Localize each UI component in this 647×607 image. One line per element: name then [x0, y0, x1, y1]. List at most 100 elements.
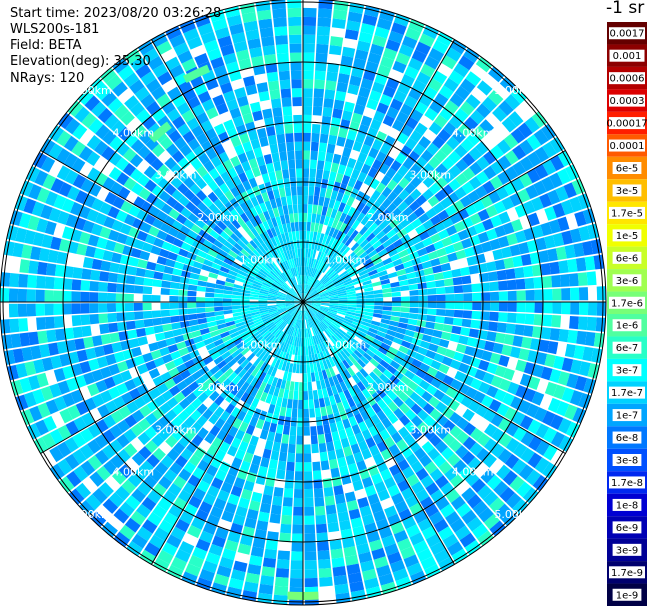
ray-gate — [483, 491, 499, 507]
ray-gate — [179, 511, 194, 525]
ray-gate — [438, 363, 450, 374]
ray-gate — [339, 465, 350, 477]
ray-gate — [322, 360, 329, 370]
ray-gate — [369, 324, 380, 331]
ray-gate — [241, 333, 251, 341]
ray-gate — [247, 38, 262, 50]
ray-gate — [305, 239, 310, 249]
ray-gate — [369, 358, 380, 368]
ray-gate — [303, 52, 315, 62]
ray-gate — [311, 300, 321, 302]
ray-gate — [345, 346, 354, 355]
ray-gate — [578, 225, 591, 242]
ray-gate — [189, 171, 202, 183]
ray-gate — [284, 260, 291, 270]
ray-gate — [258, 350, 267, 360]
ray-gate — [202, 522, 217, 535]
ray-gate — [334, 331, 343, 340]
ray-gate — [328, 395, 337, 406]
ray-gate — [231, 32, 246, 44]
ray-gate — [140, 460, 154, 475]
ray-gate — [99, 271, 110, 282]
ray-gate — [150, 245, 162, 256]
ray-gate — [457, 229, 470, 241]
ray-gate — [329, 298, 339, 301]
ray-gate — [178, 80, 193, 94]
ray-gate — [136, 109, 151, 124]
ray-gate — [280, 322, 288, 331]
ray-gate — [237, 270, 248, 277]
ray-gate — [535, 423, 550, 439]
ray-gate — [191, 125, 204, 138]
start-time-label: Start time: 2023/08/20 03:26:28 — [10, 6, 222, 21]
ray-gate — [144, 269, 155, 279]
ray-gate — [464, 246, 475, 258]
ray-gate — [461, 318, 472, 328]
ray-gate — [514, 230, 527, 244]
ray-gate — [268, 307, 278, 312]
ray-gate — [154, 461, 169, 476]
ray-gate — [534, 163, 549, 180]
ray-gate — [336, 191, 344, 202]
ray-gate — [543, 444, 558, 461]
ray-gate — [150, 157, 164, 171]
ray-gate — [86, 167, 101, 182]
ray-gate — [328, 290, 338, 295]
ray-gate — [38, 248, 50, 262]
ray-gate — [304, 319, 306, 329]
ray-gate — [151, 108, 166, 122]
ray-gate — [391, 296, 402, 302]
ray-gate — [331, 431, 340, 442]
ray-gate — [316, 523, 328, 534]
ray-gate — [521, 336, 532, 349]
ray-gate — [309, 307, 317, 314]
ray-gate — [292, 204, 298, 214]
ray-gate — [354, 285, 364, 291]
ray-gate — [352, 394, 361, 405]
ray-gate — [241, 11, 257, 24]
ray-gate — [295, 285, 300, 294]
ray-gate — [316, 324, 323, 333]
ray-gate — [152, 482, 167, 497]
ray-gate — [267, 134, 277, 146]
ray-gate — [492, 342, 504, 354]
ray-gate — [212, 94, 226, 107]
ray-gate — [284, 124, 294, 134]
ray-gate — [338, 305, 348, 309]
ray-gate — [187, 212, 199, 224]
ray-gate — [294, 336, 298, 347]
ray-gate — [277, 206, 284, 216]
ray-gate — [294, 248, 299, 258]
ray-gate — [285, 132, 294, 143]
ray-gate — [362, 352, 373, 362]
ray-gate — [435, 496, 450, 511]
ray-gate — [404, 421, 417, 433]
ray-gate — [253, 318, 263, 324]
ray-gate — [342, 46, 356, 58]
colorbar-unit-title: -1 sr — [606, 0, 645, 18]
ray-gate — [146, 261, 157, 271]
ray-gate — [151, 310, 162, 318]
ray-gate — [341, 474, 352, 485]
colorbar-label: 6e-6 — [616, 253, 639, 264]
ray-gate — [180, 242, 192, 252]
ray-gate — [296, 295, 303, 302]
ray-gate — [304, 471, 313, 481]
ray-gate — [420, 149, 434, 163]
ray-gate — [529, 251, 541, 265]
ray-gate — [281, 434, 290, 444]
ray-gate — [528, 376, 541, 390]
ray-gate — [113, 351, 126, 363]
ray-gate — [356, 346, 366, 356]
ray-gate — [378, 326, 388, 334]
ray-gate — [384, 543, 399, 556]
ray-gate — [135, 328, 147, 338]
ray-gate — [463, 293, 473, 302]
ray-gate — [506, 279, 517, 291]
ray-gate — [515, 313, 526, 324]
ray-gate — [275, 44, 289, 54]
ray-gate — [108, 492, 125, 508]
ray-gate — [328, 171, 337, 182]
ray-gate — [215, 527, 229, 540]
ray-gate — [350, 517, 363, 529]
